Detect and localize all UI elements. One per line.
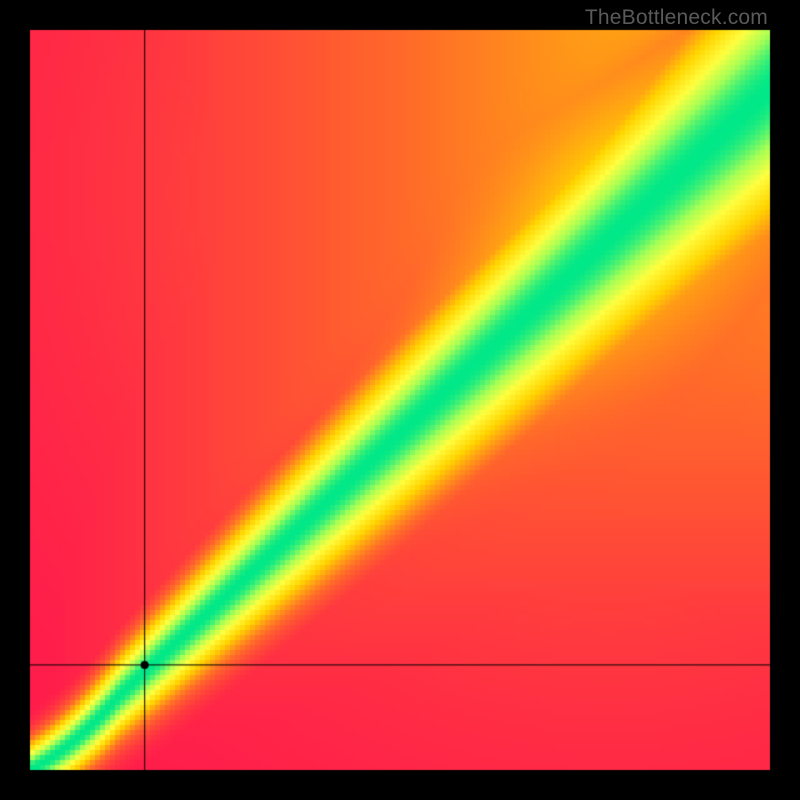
watermark-text: TheBottleneck.com (585, 6, 768, 30)
chart-container: TheBottleneck.com (0, 0, 800, 800)
bottleneck-heatmap (0, 0, 800, 800)
